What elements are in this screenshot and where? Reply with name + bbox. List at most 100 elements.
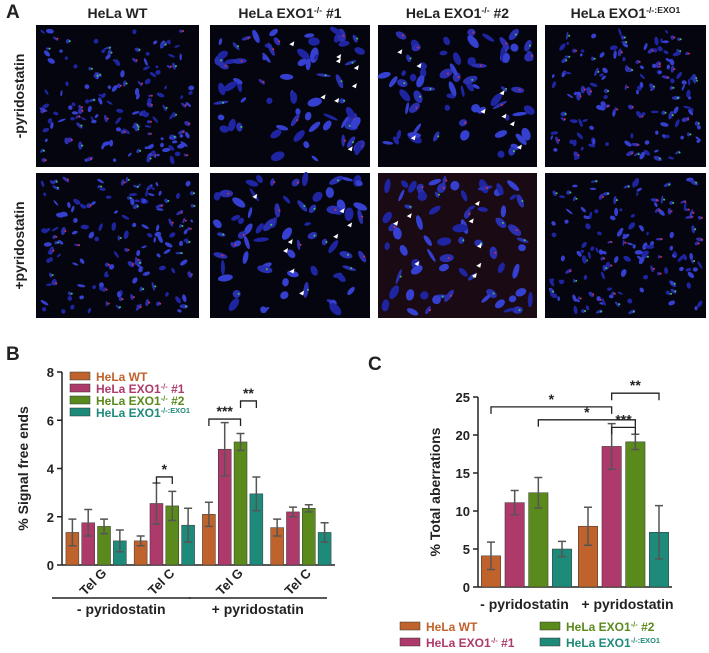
- chromosome: [650, 240, 654, 247]
- chromosome: [550, 278, 555, 283]
- chromosome: [232, 42, 240, 51]
- chromosome: [388, 222, 397, 232]
- chromosome: [43, 227, 51, 234]
- telomere: [342, 34, 345, 37]
- telomere: [641, 115, 644, 118]
- telomere: [149, 157, 152, 160]
- telomere: [613, 292, 616, 295]
- chromosome: [516, 237, 529, 244]
- chromosome: [596, 296, 601, 301]
- chromosome: [70, 117, 75, 121]
- panel-label: B: [6, 344, 20, 365]
- telomere: [125, 82, 128, 85]
- chromosome: [566, 41, 570, 45]
- telomere: [610, 241, 613, 244]
- chromosome: [98, 94, 103, 97]
- chromosome: [521, 127, 531, 141]
- chromosome: [357, 209, 363, 225]
- telomere: [563, 118, 566, 121]
- chromosome: [581, 309, 586, 313]
- chromosome: [65, 81, 69, 87]
- telomere: [184, 305, 187, 308]
- chromosome: [635, 89, 639, 95]
- chromosome: [676, 71, 683, 79]
- chromosome: [653, 155, 663, 162]
- chromosome: [638, 225, 643, 230]
- chromosome: [135, 93, 140, 100]
- chromosome: [158, 265, 166, 271]
- chromosome: [569, 139, 574, 145]
- telomere: [590, 90, 593, 93]
- chromosome: [578, 118, 583, 128]
- significance-label: **: [630, 377, 641, 393]
- chromosome: [53, 36, 58, 41]
- chromosome: [511, 86, 525, 94]
- chromosome: [290, 91, 298, 104]
- chromosome: [155, 203, 164, 209]
- error-bar: [84, 508, 93, 537]
- chromosome: [295, 108, 301, 115]
- telomere: [184, 104, 187, 107]
- chromosome: [217, 50, 228, 60]
- chromosome: [565, 268, 572, 274]
- chromosome: [566, 190, 571, 195]
- chromosome: [65, 38, 70, 44]
- chromosome: [552, 190, 557, 197]
- chromosome: [213, 100, 229, 105]
- chromosome: [697, 300, 703, 308]
- y-axis-label: % Signal free ends: [15, 406, 31, 531]
- chromosome: [165, 292, 169, 297]
- chromosome: [653, 48, 658, 53]
- telomere: [139, 261, 142, 264]
- x-tick-label: Tel G: [213, 565, 246, 598]
- chromosome: [117, 235, 120, 241]
- telomere: [659, 272, 662, 275]
- telomere: [462, 239, 465, 242]
- arrowhead: [339, 208, 345, 214]
- chromosome: [241, 35, 252, 41]
- chromosome: [654, 207, 660, 213]
- chromosome: [635, 59, 640, 64]
- chromosome: [338, 40, 350, 47]
- chromosome: [565, 208, 573, 215]
- significance-label: **: [243, 385, 254, 401]
- chromosome: [592, 138, 596, 146]
- chromosome: [276, 124, 289, 131]
- chromosome: [599, 52, 605, 58]
- chromosome: [39, 107, 48, 112]
- telomere: [607, 105, 610, 108]
- chromosome: [613, 50, 617, 59]
- chromosome: [231, 215, 241, 221]
- telomere: [441, 295, 444, 298]
- telomere: [150, 94, 153, 97]
- chromosome: [574, 155, 579, 160]
- y-tick-label: 15: [456, 466, 470, 481]
- micrograph: [210, 171, 370, 318]
- chromosome: [512, 111, 527, 117]
- telomere: [447, 257, 450, 260]
- chromosome: [459, 119, 468, 127]
- chromosome: [617, 291, 623, 295]
- chromosome: [41, 158, 46, 163]
- telomere: [90, 158, 93, 161]
- chromosome: [462, 75, 478, 85]
- chromosome: [153, 237, 157, 243]
- chromosome: [452, 223, 468, 233]
- chromosome: [147, 144, 154, 150]
- chromosome: [132, 222, 137, 228]
- chromosome: [223, 81, 238, 92]
- chromosome: [61, 309, 66, 314]
- chromosome: [620, 35, 625, 40]
- telomere: [96, 74, 99, 77]
- chromosome: [79, 258, 85, 264]
- chromosome: [688, 109, 694, 116]
- chromosome: [607, 287, 612, 291]
- chromosome: [57, 118, 66, 123]
- chromosome: [560, 111, 567, 117]
- chromosome: [382, 141, 394, 145]
- chromosome: [228, 118, 236, 132]
- telomere: [605, 267, 608, 270]
- chromosome: [449, 63, 458, 76]
- arrowhead: [299, 290, 305, 296]
- chromosome: [311, 155, 319, 162]
